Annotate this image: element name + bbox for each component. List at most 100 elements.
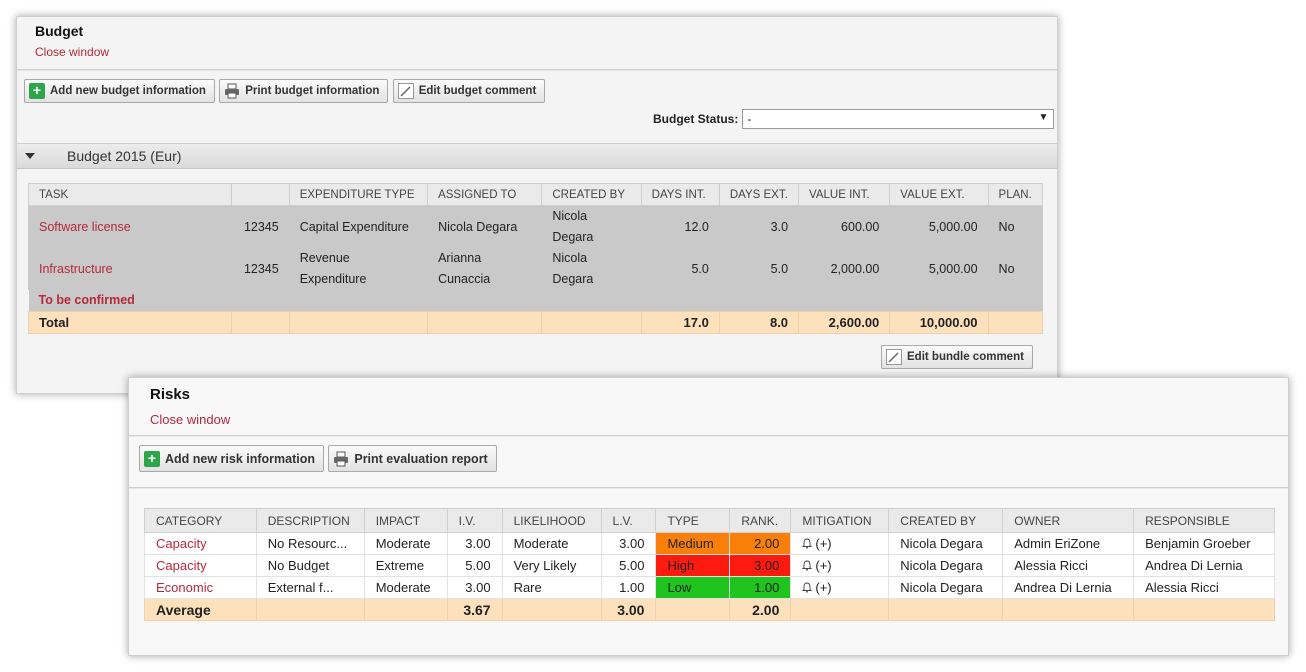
risks-header: Risks Close window [129,378,1288,435]
total-label: Total [28,311,232,334]
created-by: Nicola Degara [888,532,1004,555]
task-link[interactable]: Infrastructure [28,248,232,290]
printer-icon [224,83,240,99]
task-code: 12345 [230,205,290,248]
column-header: EXPENDITURE TYPE [288,183,429,206]
total-days-ext: 8.0 [718,311,800,334]
empty-cell [1002,598,1135,621]
column-header: I.V. [446,508,503,533]
rank: 3.00 [729,554,792,577]
average-rank: 2.00 [729,598,792,621]
value-ext: 5,000.00 [889,205,989,248]
empty-cell [541,311,642,334]
column-header: TYPE [655,508,731,533]
category-link[interactable]: Capacity [144,554,257,577]
table-row[interactable]: Capacity No Resourc... Moderate 3.00 Mod… [144,532,1275,555]
risks-close-window-link[interactable]: Close window [150,412,231,427]
total-days-int: 17.0 [640,311,720,334]
category-link[interactable]: Economic [144,576,257,599]
plus-icon: + [29,83,45,99]
dropdown-arrow-icon: ▼ [1038,112,1049,123]
impact-value: 3.00 [446,532,503,555]
column-header: OWNER [1002,508,1135,533]
plan-flag: No [987,205,1043,248]
budget-status-label: Budget Status: [653,112,739,126]
budget-header: Budget Close window [17,17,1057,69]
table-row[interactable]: Capacity No Budget Extreme 5.00 Very Lik… [144,554,1275,577]
column-header: CREATED BY [541,183,642,206]
created-by: Nicola Degara [541,248,642,290]
budget-section-bar[interactable]: Budget 2015 (Eur) [17,143,1057,169]
created-by: Nicola Degara [888,576,1004,599]
risks-title: Risks [150,386,191,403]
empty-cell [363,598,448,621]
print-budget-label: Print budget information [245,85,380,97]
budget-close-window-link[interactable]: Close window [35,45,110,59]
task-link[interactable]: Software license [28,205,232,248]
budget-table-header: TASK EXPENDITURE TYPE ASSIGNED TO CREATE… [28,183,1044,206]
rank: 2.00 [729,532,792,555]
mitigation-add: (+) [815,579,832,595]
responsible: Andrea Di Lernia [1133,554,1275,577]
column-header: RANK. [729,508,792,533]
total-row: Total 17.0 8.0 2,600.00 10,000.00 [28,311,1044,334]
column-header: RESPONSIBLE [1133,508,1275,533]
category-link[interactable]: Capacity [144,532,257,555]
budget-section-title: Budget 2015 (Eur) [67,148,182,164]
divider [129,487,1288,489]
responsible: Benjamin Groeber [1133,532,1275,555]
empty-cell [888,598,1004,621]
risks-table-header: CATEGORY DESCRIPTION IMPACT I.V. LIKELIH… [144,508,1275,533]
column-header: PLAN. [987,183,1044,206]
column-header: MITIGATION [790,508,890,533]
edit-bundle-comment-label: Edit bundle comment [907,351,1024,363]
bell-icon [802,560,813,571]
caret-down-icon[interactable] [25,153,35,159]
budget-status-value: - [747,112,752,126]
likelihood: Moderate [501,532,602,555]
likelihood-value: 3.00 [600,532,657,555]
print-evaluation-button[interactable]: Print evaluation report [328,445,497,472]
column-header: VALUE EXT. [889,183,989,206]
value-int: 600.00 [798,205,890,248]
table-row[interactable]: Economic External f... Moderate 3.00 Rar… [144,576,1275,599]
column-header: VALUE INT. [798,183,891,206]
days-ext: 3.0 [718,205,799,248]
table-row[interactable]: Infrastructure 12345 Revenue Expenditure… [28,248,1043,290]
budget-window: Budget Close window + Add new budget inf… [16,16,1058,394]
column-header: CATEGORY [144,508,257,533]
budget-status-row: Budget Status: - ▼ [653,109,1055,129]
budget-status-select[interactable]: - ▼ [742,109,1055,129]
column-header: L.V. [600,508,657,533]
empty-cell [230,311,290,334]
impact: Extreme [363,554,448,577]
add-budget-label: Add new budget information [50,85,206,97]
mitigation-cell[interactable]: (+) [790,576,890,599]
days-int: 5.0 [640,248,720,290]
edit-budget-comment-button[interactable]: Edit budget comment [392,79,546,103]
mitigation-cell[interactable]: (+) [790,532,890,555]
impact: Moderate [363,576,448,599]
mitigation-link[interactable]: (+) [802,579,832,595]
add-risk-label: Add new risk information [165,451,316,466]
empty-cell [255,598,365,621]
edit-bundle-comment-button[interactable]: Edit bundle comment [881,345,1033,369]
print-budget-button[interactable]: Print budget information [219,79,389,103]
table-row[interactable]: Software license 12345 Capital Expenditu… [28,205,1043,248]
empty-cell [427,311,543,334]
mitigation-link[interactable]: (+) [802,536,832,551]
mitigation-cell[interactable]: (+) [790,554,890,577]
add-budget-button[interactable]: + Add new budget information [24,79,215,103]
print-evaluation-label: Print evaluation report [354,451,488,466]
expenditure-type: Revenue Expenditure [288,248,428,290]
description: External f... [255,576,365,599]
description: No Budget [255,554,365,577]
mitigation-link[interactable]: (+) [802,558,832,573]
column-header: ASSIGNED TO [427,183,543,206]
add-risk-button[interactable]: + Add new risk information [139,445,325,472]
rank: 1.00 [729,576,792,599]
value-ext: 5,000.00 [889,248,989,290]
responsible: Alessia Ricci [1133,576,1275,599]
empty-cell [655,598,731,621]
risk-type: Low [655,576,731,599]
